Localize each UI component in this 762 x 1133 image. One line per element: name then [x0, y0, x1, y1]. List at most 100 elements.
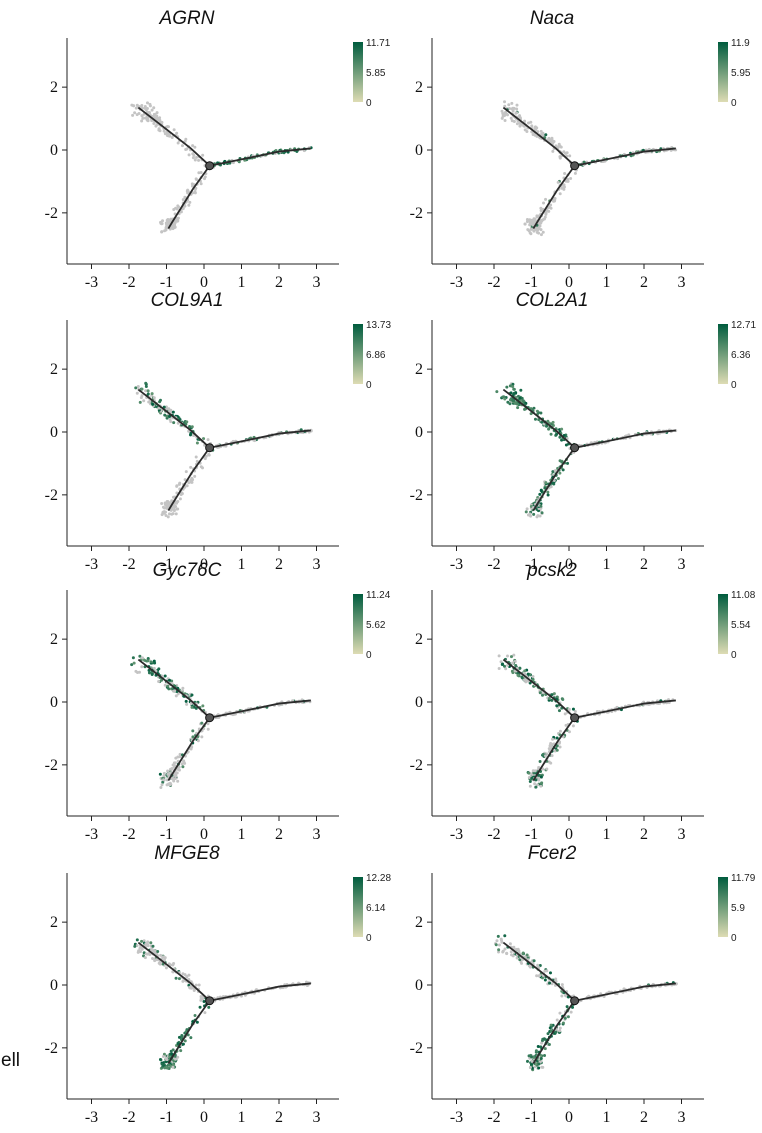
cell-point	[549, 432, 553, 436]
colorbar-min-label: 0	[731, 650, 737, 661]
cell-point	[529, 120, 533, 124]
cell-point	[537, 1066, 541, 1070]
cell-point	[199, 170, 203, 174]
cell-point	[167, 125, 171, 129]
cell-point	[509, 116, 513, 120]
cell-point	[531, 769, 535, 773]
colorbar-mid-label: 6.14	[366, 903, 386, 914]
x-tick-label: 3	[313, 556, 321, 573]
cell-point	[538, 224, 542, 228]
x-tick-label: -3	[85, 826, 98, 843]
cell-point	[184, 137, 188, 141]
cell-point	[512, 653, 516, 657]
cell-point	[506, 654, 510, 658]
cell-point	[180, 762, 184, 766]
cell-point	[178, 481, 182, 485]
cell-point	[534, 785, 538, 789]
cell-point	[130, 663, 134, 667]
cell-point	[558, 1026, 562, 1030]
cell-point	[161, 780, 165, 784]
cell-point	[134, 106, 138, 110]
colorbar: 13.73 6.86 0	[353, 320, 391, 391]
cell-point	[536, 1044, 540, 1048]
cell-points	[133, 938, 312, 1070]
cell-point	[515, 122, 519, 126]
cell-point	[566, 1015, 570, 1019]
cell-point	[501, 950, 505, 954]
cell-point	[187, 153, 191, 157]
cell-point	[562, 183, 566, 187]
cell-point	[532, 229, 536, 233]
cell-point	[199, 998, 203, 1002]
cell-point	[560, 427, 564, 431]
cell-point	[159, 786, 163, 790]
cell-point	[147, 671, 151, 675]
cell-point	[536, 496, 540, 500]
x-tick-label: 0	[200, 556, 208, 573]
panel-fcer2: Fcer2 -3 -2 -1 0 1 2 3 2 0 -2 11.79 5.9 0	[410, 843, 756, 1126]
cell-point	[155, 111, 159, 115]
cell-point	[190, 693, 194, 697]
x-tick-label: 1	[238, 826, 246, 843]
cell-point	[153, 949, 157, 953]
cell-point	[542, 422, 546, 426]
cell-point	[550, 982, 554, 986]
y-tick-label: 2	[50, 79, 58, 96]
cell-point	[527, 771, 531, 775]
cell-point	[533, 1065, 537, 1069]
cell-point	[518, 116, 522, 120]
cell-point	[141, 116, 145, 120]
cell-point	[159, 220, 163, 224]
colorbar: 11.71 5.85 0	[353, 38, 391, 109]
cell-point	[171, 1065, 175, 1069]
cell-point	[173, 776, 177, 780]
cell-point	[515, 111, 519, 115]
cell-point	[195, 441, 199, 445]
trajectory-branch	[137, 106, 211, 167]
cell-point	[164, 966, 168, 970]
colorbar-gradient	[718, 877, 728, 937]
y-tick-label: -2	[410, 1040, 423, 1057]
cell-point	[169, 217, 173, 221]
x-tick-label: 0	[565, 556, 573, 573]
cell-point	[561, 698, 565, 702]
cell-point	[174, 694, 178, 698]
cell-point	[556, 145, 560, 149]
cell-points	[500, 100, 678, 237]
cell-point	[181, 765, 185, 769]
trajectory-branch	[167, 447, 211, 512]
cell-point	[155, 958, 159, 962]
cell-point	[173, 689, 177, 693]
panel-title: MFGE8	[154, 843, 220, 864]
cell-point	[181, 972, 185, 976]
cell-point	[540, 976, 544, 980]
cell-point	[162, 405, 166, 409]
cell-point	[544, 754, 548, 758]
cell-point	[176, 1055, 180, 1059]
cell-point	[167, 134, 171, 138]
cell-point	[547, 696, 551, 700]
cell-point	[520, 961, 524, 965]
cell-point	[549, 485, 553, 489]
cell-point	[191, 729, 195, 733]
trajectory-branch	[502, 388, 576, 449]
cell-point	[573, 710, 577, 714]
colorbar: 11.9 5.95 0	[718, 38, 751, 109]
trajectory	[502, 658, 676, 782]
cell-point	[557, 709, 561, 713]
cell-point	[542, 1037, 546, 1041]
cell-point	[512, 391, 516, 395]
cell-point	[555, 736, 559, 740]
cell-point	[499, 660, 503, 664]
cell-point	[530, 124, 534, 128]
cell-point	[148, 102, 152, 106]
cell-point	[173, 505, 177, 509]
x-tick-label: 2	[640, 274, 648, 291]
cell-point	[533, 417, 537, 421]
cell-point	[534, 1062, 538, 1066]
cell-point	[189, 747, 193, 751]
cell-point	[558, 1029, 562, 1033]
x-tick-label: 3	[678, 556, 686, 573]
colorbar-mid-label: 5.85	[366, 68, 386, 79]
cell-point	[541, 752, 545, 756]
